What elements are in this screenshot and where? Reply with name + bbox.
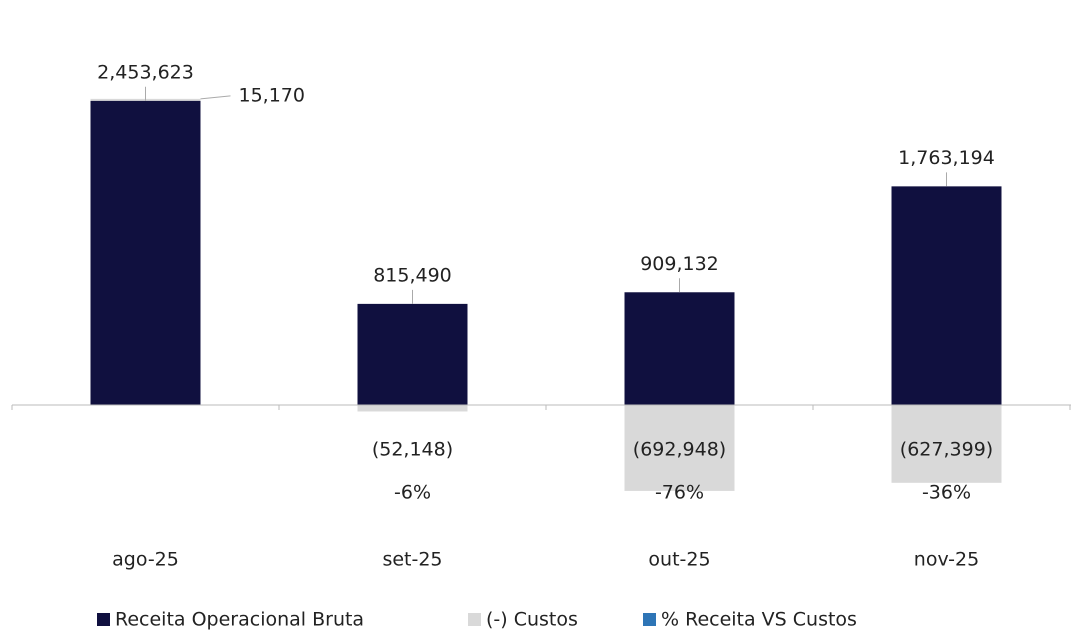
- bar: [891, 186, 1002, 405]
- data-label: 815,490: [373, 264, 452, 286]
- legend-swatch: [468, 613, 481, 626]
- data-label: 909,132: [640, 253, 719, 275]
- x-tick-label: out-25: [648, 549, 710, 571]
- data-label: -6%: [394, 482, 431, 504]
- legend-label: Receita Operacional Bruta: [115, 609, 364, 631]
- data-label: (692,948): [633, 439, 726, 461]
- data-label: -76%: [655, 482, 704, 504]
- data-label: 15,170: [239, 84, 305, 106]
- data-label: 1,763,194: [898, 147, 995, 169]
- legend-label: % Receita VS Custos: [661, 609, 857, 631]
- data-label: 2,453,623: [97, 61, 194, 83]
- bar: [357, 303, 468, 405]
- legend-swatch: [643, 613, 656, 626]
- x-tick-label: ago-25: [112, 549, 179, 571]
- x-tick-label: set-25: [382, 549, 442, 571]
- data-label: (52,148): [372, 439, 453, 461]
- data-label: 1%: [130, 0, 160, 3]
- bar: [357, 405, 468, 412]
- legend-label: (-) Custos: [486, 609, 578, 631]
- bar: [90, 100, 201, 406]
- x-tick-label: nov-25: [914, 549, 979, 571]
- leader-line: [200, 95, 231, 100]
- data-label: (627,399): [900, 439, 993, 461]
- bar: [624, 292, 735, 405]
- legend-swatch: [97, 613, 110, 626]
- bar: [891, 405, 1002, 483]
- data-label: -36%: [922, 482, 971, 504]
- bar: [624, 405, 735, 491]
